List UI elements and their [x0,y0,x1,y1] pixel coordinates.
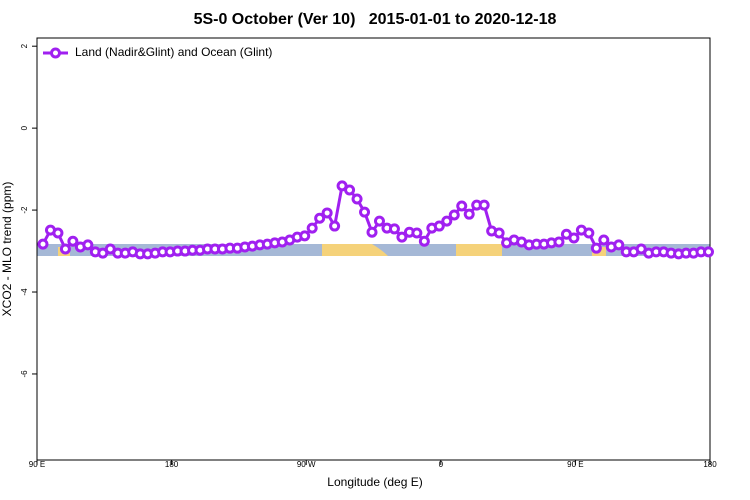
data-point [456,200,468,212]
data-point [703,246,715,258]
x-axis-label: Longitude (deg E) [327,475,422,489]
legend: Land (Nadir&Glint) and Ocean (Glint) [43,45,272,59]
y-tick-label: -4 [20,288,29,296]
data-point [590,242,602,254]
y-tick-label: 2 [20,43,29,48]
y-tick-label: -6 [20,370,29,378]
x-tick-label: 0 [439,460,444,469]
data-point [478,199,490,211]
data-point [37,238,49,250]
x-tick-label: 90 E [567,460,583,469]
data-point [351,193,363,205]
land-patch [322,244,388,256]
data-point [306,222,318,234]
data-point [493,227,505,239]
data-point [82,239,94,251]
data-point [67,235,79,247]
data-point [583,227,595,239]
data-point [366,226,378,238]
data-point [396,231,408,243]
x-tick-label: 90 W [297,460,316,469]
data-point [411,227,423,239]
data-point [329,220,341,232]
x-tick-label: 180 [165,460,179,469]
data-point [373,215,385,227]
data-point [448,209,460,221]
data-point [553,236,565,248]
data-point [613,239,625,251]
data-point [359,206,371,218]
data-point [568,232,580,244]
y-axis-label: XCO2 - MLO trend (ppm) [0,182,14,317]
data-point [418,235,430,247]
data-point [52,227,64,239]
legend-marker [50,47,61,59]
x-tick-label: 90 E [29,460,45,469]
data-point [598,234,610,246]
y-tick-label: 0 [20,125,29,130]
y-tick-label: -2 [20,206,29,214]
data-point [441,215,453,227]
data-point [321,207,333,219]
land-patch [456,244,502,256]
data-point [299,230,311,242]
data-point [59,243,71,255]
legend-label: Land (Nadir&Glint) and Ocean (Glint) [75,45,272,59]
data-point [388,223,400,235]
data-point [344,184,356,196]
x-tick-label: 180 [703,460,717,469]
data-point [463,208,475,220]
chart-title: 5S-0 October (Ver 10) 2015-01-01 to 2020… [194,11,557,28]
data-point [314,212,326,224]
data-point [433,220,445,232]
